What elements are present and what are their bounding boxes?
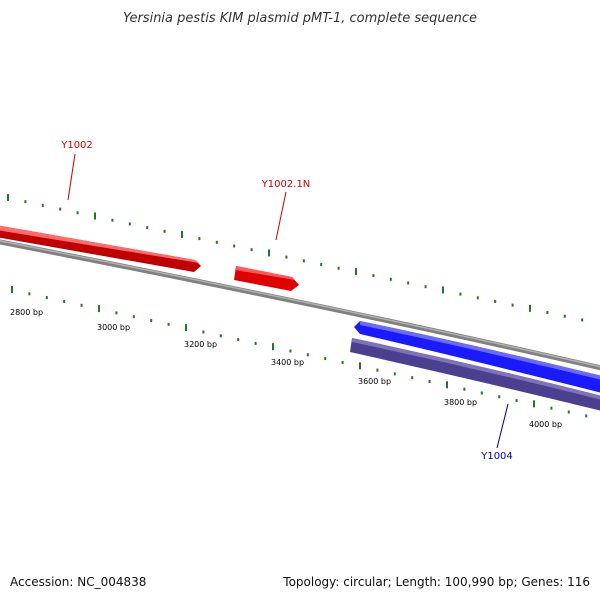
lower-tick	[550, 406, 553, 410]
upper-tick	[233, 244, 236, 248]
upper-tick	[128, 222, 131, 226]
upper-tick-row	[7, 194, 584, 322]
tick-label-3400: 3400 bp	[271, 358, 304, 367]
upper-tick	[41, 203, 44, 207]
upper-tick	[389, 277, 392, 281]
lower-tick	[324, 357, 327, 361]
upper-tick	[459, 292, 462, 296]
lower-tick	[306, 353, 309, 357]
lower-tick	[289, 349, 292, 353]
lower-tick	[272, 343, 274, 351]
lower-tick-row	[11, 286, 588, 418]
lower-tick	[219, 334, 222, 338]
lower-tick	[80, 303, 83, 307]
gene-label-y1002-group: Y1002	[60, 140, 93, 201]
upper-tick	[581, 318, 584, 322]
upper-tick	[337, 266, 340, 270]
upper-tick	[407, 281, 410, 285]
tick-label-3200: 3200 bp	[184, 340, 217, 349]
lower-tick	[428, 380, 431, 383]
accession-text: Accession: NC_004838	[10, 575, 146, 589]
upper-tick	[563, 314, 566, 318]
upper-tick	[59, 207, 62, 211]
lower-tick	[533, 400, 535, 408]
lower-tick	[254, 341, 257, 345]
upper-tick	[7, 194, 9, 201]
gene-y1002-arrow[interactable]	[0, 224, 201, 272]
lower-tick	[515, 399, 518, 403]
lower-tick	[341, 361, 344, 364]
lower-tick	[585, 414, 588, 418]
lower-tick	[393, 372, 396, 376]
upper-tick	[424, 285, 427, 289]
upper-tick	[355, 267, 357, 275]
gene-label-y1002-1n[interactable]: Y1002.1N	[261, 179, 311, 190]
upper-tick	[198, 237, 201, 241]
upper-tick	[181, 230, 183, 238]
upper-tick	[163, 229, 166, 233]
upper-tick	[94, 212, 96, 220]
upper-tick	[24, 200, 27, 204]
gene-label-y1004[interactable]: Y1004	[480, 451, 513, 462]
upper-tick	[250, 248, 253, 252]
gene-label-y1002-1n-group: Y1002.1N	[261, 179, 311, 241]
map-title: Yersinia pestis KIM plasmid pMT-1, compl…	[123, 11, 477, 26]
sequence-backbone	[0, 239, 600, 371]
lower-tick	[463, 387, 466, 391]
lower-tick	[150, 319, 153, 322]
upper-tick	[529, 304, 531, 312]
lower-tick	[185, 324, 187, 332]
lower-tick	[132, 315, 135, 319]
upper-tick	[146, 226, 149, 230]
tick-label-3800: 3800 bp	[444, 398, 477, 407]
lower-tick	[11, 286, 13, 293]
lower-tick	[98, 305, 100, 313]
lower-tick	[567, 410, 570, 414]
upper-tick	[476, 296, 479, 300]
lower-tick	[45, 296, 48, 300]
tick-label-3000: 3000 bp	[97, 323, 130, 332]
lower-tick	[498, 395, 501, 399]
lower-tick	[446, 381, 448, 389]
lower-tick	[115, 311, 118, 315]
lower-tick	[411, 376, 414, 380]
upper-tick	[494, 299, 497, 303]
lower-tick	[480, 391, 483, 395]
upper-tick	[268, 249, 270, 257]
lower-tick	[202, 330, 205, 334]
upper-tick	[546, 311, 549, 314]
gene-y1004-purple-arrow[interactable]	[350, 338, 600, 413]
lower-tick	[28, 292, 31, 296]
tick-label-3600: 3600 bp	[358, 377, 391, 386]
topology-summary-text: Topology: circular; Length: 100,990 bp; …	[282, 575, 590, 589]
upper-tick	[111, 218, 114, 222]
gene-label-y1002[interactable]: Y1002	[60, 140, 93, 151]
lower-tick	[63, 299, 66, 303]
tick-label-4000: 4000 bp	[529, 420, 562, 429]
lower-tick	[359, 362, 361, 370]
upper-tick	[442, 286, 444, 294]
upper-tick	[215, 240, 218, 244]
upper-tick	[511, 303, 514, 307]
upper-tick	[285, 255, 288, 259]
bp-scale-labels: 2800 bp 3000 bp 3200 bp 3400 bp 3600 bp …	[10, 308, 562, 429]
upper-tick	[372, 274, 375, 278]
lower-tick	[376, 368, 379, 372]
upper-tick	[320, 263, 323, 266]
lower-tick	[167, 322, 170, 326]
gene-label-y1004-group: Y1004	[480, 403, 513, 462]
upper-tick	[76, 211, 79, 215]
upper-tick	[302, 259, 305, 263]
gene-y1004-blue-arrow[interactable]	[354, 321, 600, 395]
gene-y1002-1n-arrow[interactable]	[234, 266, 299, 291]
tick-label-2800: 2800 bp	[10, 308, 43, 317]
lower-tick	[237, 338, 240, 342]
